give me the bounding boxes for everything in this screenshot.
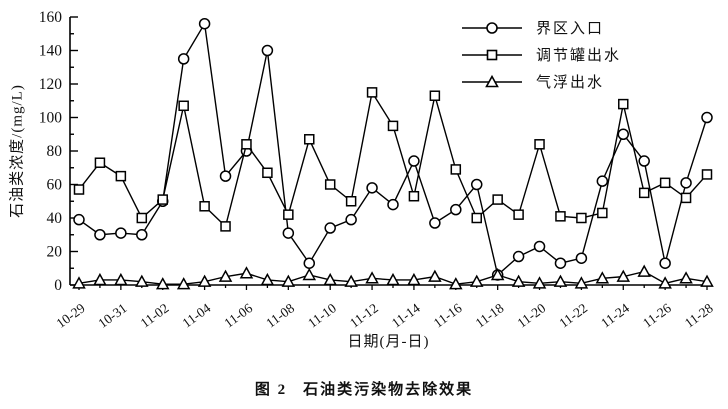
svg-text:60: 60 <box>47 177 63 194</box>
legend-item-inlet: 界区入口 <box>460 14 621 41</box>
svg-text:11-18: 11-18 <box>473 300 507 331</box>
svg-text:20: 20 <box>47 244 63 261</box>
svg-text:11-08: 11-08 <box>263 300 297 331</box>
svg-text:11-10: 11-10 <box>305 300 339 331</box>
figure-title: 石油类污染物去除效果 <box>303 382 474 398</box>
legend-item-tank-outlet: 调节罐出水 <box>460 41 621 68</box>
svg-text:11-20: 11-20 <box>514 300 548 331</box>
figure-number: 图 2 <box>254 382 288 398</box>
square-marker-icon <box>462 49 522 60</box>
legend-label-flotation-outlet: 气浮出水 <box>536 75 605 91</box>
svg-text:10-29: 10-29 <box>53 300 87 331</box>
legend-label-tank-outlet: 调节罐出水 <box>536 48 622 64</box>
svg-text:11-14: 11-14 <box>389 300 423 331</box>
svg-text:160: 160 <box>39 9 63 26</box>
svg-text:0: 0 <box>54 277 62 294</box>
triangle-marker-icon <box>462 74 522 87</box>
svg-text:11-02: 11-02 <box>138 300 172 330</box>
svg-text:80: 80 <box>47 143 63 160</box>
oil-concentration-line-chart: 0 20 40 60 80 100 120 140 160 10-29 10-31 11-02 11-0… <box>9 9 716 350</box>
legend-label-inlet: 界区入口 <box>536 21 605 37</box>
svg-text:120: 120 <box>39 76 63 93</box>
legend: 界区入口 调节罐出水 气浮出水 <box>460 14 621 95</box>
figure-caption: 图 2 石油类污染物去除效果 <box>0 378 728 399</box>
svg-text:40: 40 <box>47 210 63 227</box>
circle-marker-icon <box>462 21 522 34</box>
svg-text:11-06: 11-06 <box>221 300 255 331</box>
legend-item-flotation-outlet: 气浮出水 <box>460 68 621 95</box>
svg-text:11-16: 11-16 <box>431 300 465 331</box>
svg-text:140: 140 <box>39 43 63 60</box>
svg-text:11-22: 11-22 <box>556 300 590 330</box>
svg-text:11-26: 11-26 <box>640 300 674 331</box>
svg-text:11-28: 11-28 <box>682 300 716 331</box>
svg-text:10-31: 10-31 <box>95 300 129 331</box>
svg-text:11-24: 11-24 <box>598 300 632 331</box>
y-axis-label: 石油类浓度/(mg/L) <box>9 84 26 218</box>
svg-text:11-12: 11-12 <box>347 300 381 330</box>
svg-text:11-04: 11-04 <box>179 300 213 331</box>
x-axis-label: 日期(月-日) <box>347 334 430 350</box>
svg-text:100: 100 <box>39 110 63 127</box>
